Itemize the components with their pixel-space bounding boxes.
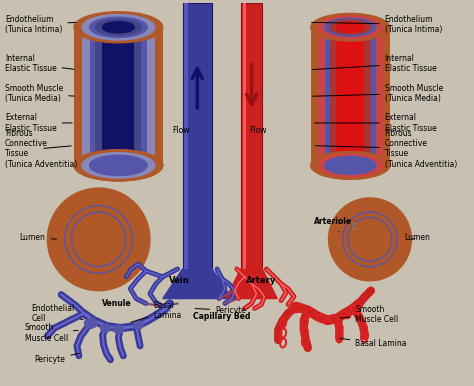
Ellipse shape (90, 155, 147, 176)
Bar (336, 27, 365, 165)
Text: Capillary Bed: Capillary Bed (193, 312, 251, 321)
Text: Fibrous
Connective
Tissue
(Tunica Adventitia): Fibrous Connective Tissue (Tunica Advent… (316, 129, 457, 169)
Text: Basal Lamina: Basal Lamina (340, 339, 407, 349)
Ellipse shape (311, 14, 390, 41)
Text: Venule: Venule (101, 299, 131, 308)
Bar (102, 27, 134, 165)
Ellipse shape (343, 212, 397, 266)
Ellipse shape (325, 156, 376, 174)
Ellipse shape (348, 218, 392, 261)
Ellipse shape (100, 324, 110, 332)
Ellipse shape (336, 205, 404, 273)
Ellipse shape (90, 155, 147, 176)
Ellipse shape (95, 157, 141, 173)
Ellipse shape (311, 152, 390, 179)
Polygon shape (163, 269, 232, 298)
Ellipse shape (72, 213, 125, 266)
Ellipse shape (74, 150, 163, 181)
Ellipse shape (355, 224, 385, 254)
Text: Smooth
Muscle Cell: Smooth Muscle Cell (340, 305, 399, 324)
Text: Endothelium
(Tunica Intima): Endothelium (Tunica Intima) (311, 15, 442, 34)
Ellipse shape (318, 16, 383, 39)
Ellipse shape (74, 150, 163, 181)
Bar (90, 27, 147, 165)
Bar (184, 3, 189, 269)
Ellipse shape (65, 206, 132, 273)
Text: Lumen: Lumen (404, 233, 430, 242)
Bar (74, 27, 163, 165)
Bar (325, 27, 376, 165)
Ellipse shape (82, 15, 155, 40)
Ellipse shape (95, 19, 141, 36)
Text: Lumen: Lumen (20, 233, 56, 242)
Text: Pericyte: Pericyte (35, 354, 79, 364)
Text: Internal
Elastic Tissue: Internal Elastic Tissue (312, 54, 437, 73)
Bar (243, 3, 246, 269)
Ellipse shape (133, 321, 143, 329)
Text: External
Elastic Tissue: External Elastic Tissue (5, 113, 72, 133)
Text: Basal
Lamina: Basal Lamina (131, 301, 181, 322)
Text: C: C (351, 223, 356, 232)
Ellipse shape (47, 188, 150, 291)
Ellipse shape (325, 18, 376, 36)
Text: Artery: Artery (246, 276, 277, 285)
Ellipse shape (318, 154, 383, 177)
Ellipse shape (330, 20, 371, 34)
Ellipse shape (336, 22, 365, 32)
Bar (241, 3, 263, 269)
Text: Endothelial
Cell: Endothelial Cell (32, 304, 83, 323)
Text: Arteriole: Arteriole (314, 217, 352, 232)
Ellipse shape (113, 325, 123, 333)
Bar (311, 27, 390, 165)
Text: Flow: Flow (250, 126, 267, 135)
Bar (318, 27, 383, 165)
Text: Flow: Flow (172, 126, 189, 135)
Text: Fibrous
Connective
Tissue
(Tunica Adventitia): Fibrous Connective Tissue (Tunica Advent… (5, 129, 77, 169)
Text: Internal
Elastic Tissue: Internal Elastic Tissue (5, 54, 74, 73)
Text: External
Elastic Tissue: External Elastic Tissue (315, 113, 437, 133)
Ellipse shape (336, 161, 365, 170)
Polygon shape (226, 269, 277, 298)
Ellipse shape (325, 156, 376, 174)
Ellipse shape (90, 17, 147, 37)
Bar (182, 3, 212, 269)
Ellipse shape (102, 22, 134, 33)
Ellipse shape (82, 152, 155, 178)
Ellipse shape (318, 154, 383, 177)
Bar (330, 27, 371, 165)
Ellipse shape (56, 197, 141, 281)
Text: Pericyte: Pericyte (195, 306, 246, 315)
Bar (95, 27, 141, 165)
Ellipse shape (82, 152, 155, 178)
Text: Endothelium
(Tunica Intima): Endothelium (Tunica Intima) (5, 15, 76, 34)
Bar (82, 27, 155, 165)
Ellipse shape (102, 160, 134, 171)
Text: Smooth Muscle
(Tunica Media): Smooth Muscle (Tunica Media) (5, 84, 74, 103)
Ellipse shape (311, 152, 390, 179)
Ellipse shape (328, 198, 411, 281)
Ellipse shape (80, 221, 117, 258)
Text: Smooth
Muscle Cell: Smooth Muscle Cell (25, 323, 78, 343)
Ellipse shape (74, 12, 163, 43)
Ellipse shape (330, 158, 371, 173)
Ellipse shape (84, 318, 97, 328)
Text: Smooth Muscle
(Tunica Media): Smooth Muscle (Tunica Media) (312, 84, 443, 103)
Text: Vein: Vein (169, 276, 190, 285)
